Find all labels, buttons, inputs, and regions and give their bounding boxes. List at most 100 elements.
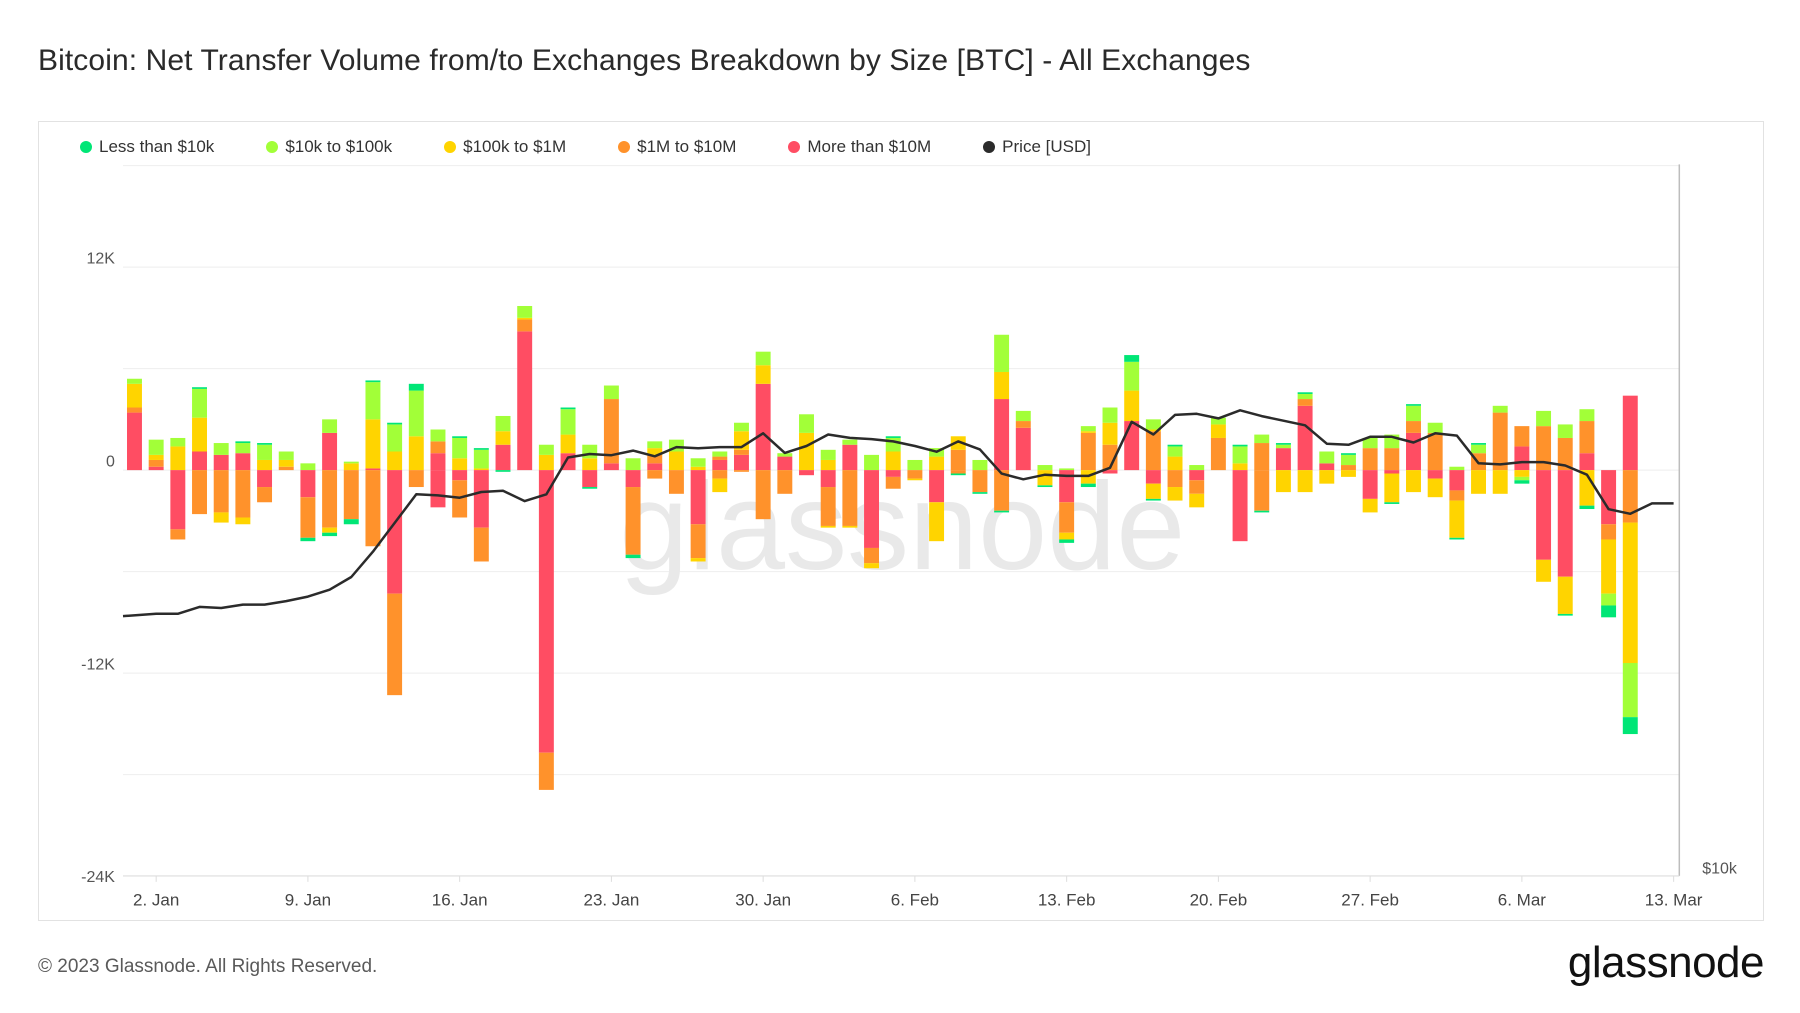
bar-segment <box>257 487 273 503</box>
bar-segment <box>864 454 880 471</box>
bar-segment <box>647 470 663 479</box>
bar-segment <box>192 451 207 471</box>
bar-segment <box>994 371 1010 400</box>
bar-segment <box>625 487 641 555</box>
bar-segment <box>1059 468 1075 471</box>
bar-segment <box>365 380 381 383</box>
bar-segment <box>322 527 338 533</box>
bar-segment <box>517 317 533 320</box>
bar-segment <box>1514 476 1530 481</box>
bar-segment <box>1254 434 1270 444</box>
bar-segment <box>148 439 164 455</box>
bar-segment <box>1427 432 1443 471</box>
bar-segment <box>842 470 858 526</box>
bar-segment <box>127 383 142 408</box>
bar-segment <box>712 478 728 493</box>
bar-segment <box>582 444 598 459</box>
legend-item-more-than-10m[interactable]: More than $10M <box>788 137 931 157</box>
legend-label: $100k to $1M <box>463 137 567 156</box>
legend-dot-icon <box>618 141 631 153</box>
bar-segment <box>1037 470 1053 486</box>
bar-segment <box>950 473 966 476</box>
bar-segment <box>1406 405 1421 422</box>
bar-segment <box>365 382 381 420</box>
bar-segment <box>1102 422 1118 445</box>
bar-segment <box>213 470 229 513</box>
bar-segment <box>907 459 923 471</box>
bar-segment <box>1015 427 1031 471</box>
bar-segment <box>387 422 403 425</box>
bar-segment <box>192 387 207 389</box>
bar-segment <box>452 470 468 481</box>
bar-segment <box>517 331 533 471</box>
legend-item-100k-1m[interactable]: $100k to $1M <box>444 137 566 157</box>
bar-segment <box>1167 470 1183 488</box>
bar-segment <box>365 419 381 469</box>
bar-segment <box>1622 522 1638 663</box>
bar-segment <box>538 444 554 455</box>
bar-segment <box>1514 480 1530 484</box>
bar-segment <box>668 470 684 494</box>
legend-item-less-than-10k[interactable]: Less than $10k <box>80 137 214 157</box>
bar-segment <box>1622 662 1638 718</box>
y-tick-label: 12K <box>86 250 115 267</box>
x-tick-label: 16. Jan <box>432 891 488 910</box>
bar-segment <box>1427 470 1443 479</box>
bar-segment <box>1601 593 1617 606</box>
bar-segment <box>994 334 1010 372</box>
bar-segment <box>647 463 663 471</box>
bar-segment <box>582 487 598 489</box>
bar-segment <box>864 547 880 564</box>
bar-segment <box>690 470 706 525</box>
bar-segment <box>1536 559 1552 582</box>
legend-dot-icon <box>266 141 279 153</box>
bar-segment <box>1210 417 1226 425</box>
legend-dot-icon <box>983 141 996 153</box>
legend-item-10k-100k[interactable]: $10k to $100k <box>266 137 392 157</box>
price-axis-label: $10k <box>1702 861 1738 878</box>
legend-item-price[interactable]: Price [USD] <box>983 137 1091 157</box>
bar-segment <box>1254 510 1270 513</box>
bar-segment <box>127 378 142 384</box>
bar-segment <box>408 436 424 471</box>
bar-segment <box>1102 407 1118 423</box>
bar-segment <box>1102 470 1118 474</box>
bar-segment <box>1275 444 1291 449</box>
bar-segment <box>1080 426 1096 432</box>
bar-segment <box>1622 717 1638 735</box>
bar-segment <box>907 470 923 479</box>
bar-segment <box>213 443 229 455</box>
bar-segment <box>1167 446 1183 457</box>
bar-segment <box>430 453 446 471</box>
bar-segment <box>734 454 749 471</box>
bar-segment <box>1579 421 1595 454</box>
x-tick-label: 9. Jan <box>285 891 331 910</box>
bar-segment <box>235 441 251 444</box>
chart-panel <box>38 121 1764 921</box>
legend-label: $1M to $10M <box>637 137 737 156</box>
legend-dot-icon <box>788 141 801 153</box>
bar-segment <box>257 443 273 445</box>
bar-segment <box>1557 470 1573 577</box>
x-tick-label: 13. Feb <box>1038 891 1096 910</box>
legend-item-1m-10m[interactable]: $1M to $10M <box>618 137 736 157</box>
bar-segment <box>799 432 814 471</box>
bar-segment <box>170 529 186 540</box>
bar-segment <box>972 459 988 471</box>
x-tick-label: 30. Jan <box>735 891 791 910</box>
bar-segment <box>452 437 468 459</box>
bar-segment <box>322 532 338 537</box>
bar-segment <box>1232 470 1248 542</box>
bar-segment <box>712 459 728 471</box>
bar-segment <box>278 466 294 471</box>
bar-segment <box>1210 437 1226 471</box>
bar-segment <box>408 390 424 437</box>
bar-segment <box>885 451 901 471</box>
bar-segment <box>1059 532 1075 540</box>
legend-dot-icon <box>444 141 457 153</box>
bar-segment <box>1557 437 1573 471</box>
bar-segment <box>560 409 576 435</box>
bar-segment <box>235 443 251 454</box>
bar-segment <box>647 454 663 464</box>
bar-segment <box>864 563 880 569</box>
